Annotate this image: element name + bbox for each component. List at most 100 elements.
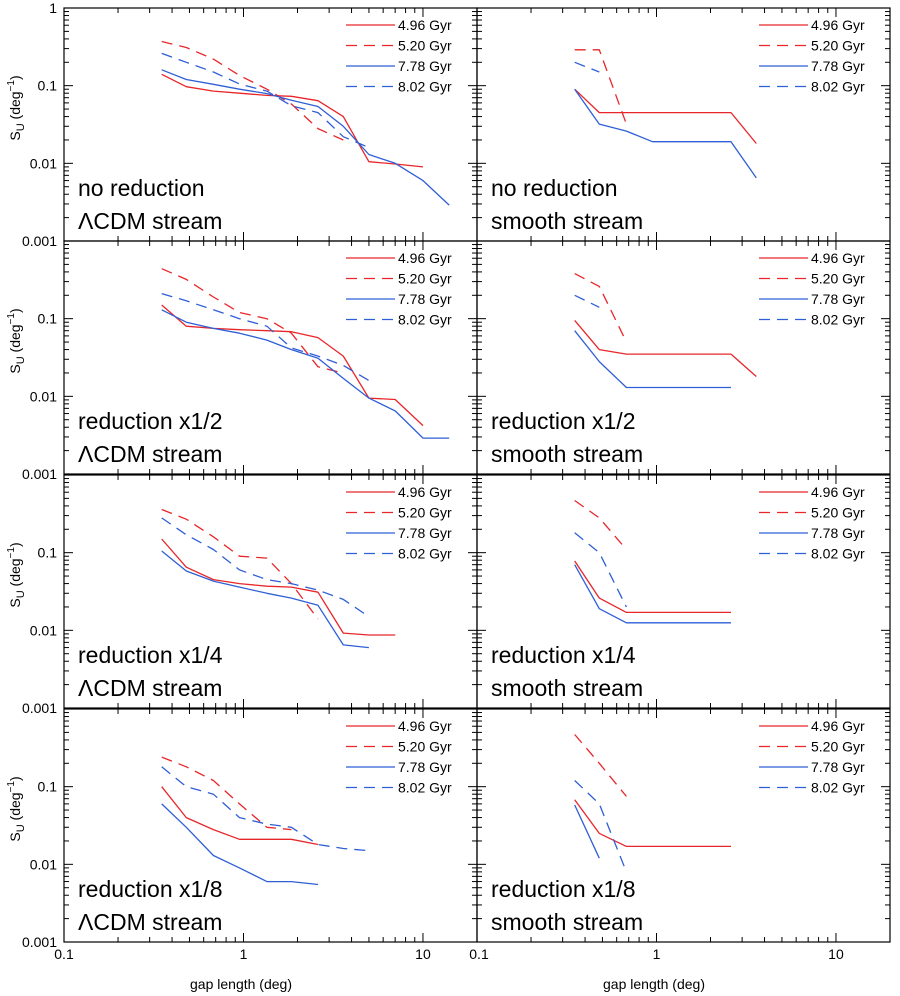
y-tick-label: 0.01 bbox=[30, 856, 57, 872]
y-tick-label: 0.1 bbox=[38, 779, 58, 795]
y-axis-label: SU (deg−1) bbox=[6, 75, 27, 140]
legend-label: 5.20 Gyr bbox=[811, 38, 865, 54]
series-line-7-78-Gyr bbox=[574, 564, 731, 624]
legend: 4.96 Gyr 5.20 Gyr 7.78 Gyr 8.02 Gyr bbox=[346, 17, 452, 95]
legend-label: 4.96 Gyr bbox=[398, 250, 452, 266]
y-tick-label: 0.001 bbox=[22, 700, 57, 716]
legend-label: 4.96 Gyr bbox=[811, 250, 865, 266]
panel-label-line2: smooth stream bbox=[491, 441, 643, 467]
y-label-close: ) bbox=[7, 776, 23, 781]
panel-4-1: 4.96 Gyr 5.20 Gyr 7.78 Gyr 8.02 Gyr reductio… bbox=[63, 708, 478, 943]
series-line-8-02-Gyr bbox=[574, 780, 628, 873]
legend: 4.96 Gyr 5.20 Gyr 7.78 Gyr 8.02 Gyr bbox=[346, 718, 452, 796]
panel-label-line1: reduction x1/4 bbox=[491, 642, 636, 668]
legend-label: 5.20 Gyr bbox=[398, 739, 452, 755]
panel-label-line2: ΛCDM stream bbox=[78, 675, 222, 701]
panel-1-2: 4.96 Gyr 5.20 Gyr 7.78 Gyr 8.02 Gyr no reduc… bbox=[476, 7, 891, 242]
legend-label: 7.78 Gyr bbox=[811, 525, 865, 541]
legend-label: 4.96 Gyr bbox=[398, 718, 452, 734]
panel-label-line2: ΛCDM stream bbox=[78, 909, 222, 935]
x-tick-label: 1 bbox=[240, 946, 248, 962]
legend: 4.96 Gyr 5.20 Gyr 7.78 Gyr 8.02 Gyr bbox=[346, 484, 452, 562]
legend-label: 8.02 Gyr bbox=[811, 780, 865, 796]
panel-2-1: 4.96 Gyr 5.20 Gyr 7.78 Gyr 8.02 Gyr reductio… bbox=[63, 240, 478, 475]
y-label-close: ) bbox=[7, 308, 23, 313]
panel-label-text: CDM stream bbox=[93, 909, 222, 935]
legend-label: 7.78 Gyr bbox=[398, 525, 452, 541]
panel-label-text: smooth stream bbox=[491, 441, 643, 467]
legend-label: 8.02 Gyr bbox=[398, 546, 452, 562]
panel-1-1: 4.96 Gyr 5.20 Gyr 7.78 Gyr 8.02 Gyr no reduc… bbox=[63, 7, 478, 242]
panel-label-line1: reduction x1/8 bbox=[78, 876, 222, 902]
x-tick-label: 1 bbox=[653, 946, 661, 962]
legend-label: 5.20 Gyr bbox=[398, 505, 452, 521]
y-tick-label: 0.01 bbox=[30, 622, 57, 638]
panel-label-line2: smooth stream bbox=[491, 208, 643, 234]
panel-3-2: 4.96 Gyr 5.20 Gyr 7.78 Gyr 8.02 Gyr reductio… bbox=[476, 474, 891, 709]
legend: 4.96 Gyr 5.20 Gyr 7.78 Gyr 8.02 Gyr bbox=[759, 17, 865, 95]
greek-lambda: Λ bbox=[78, 675, 94, 701]
greek-lambda: Λ bbox=[78, 909, 94, 935]
y-label-sup: −1 bbox=[6, 80, 17, 92]
series-line-5-20-Gyr bbox=[161, 40, 344, 141]
series-line-4-96-Gyr bbox=[574, 799, 731, 848]
legend-label: 7.78 Gyr bbox=[398, 291, 452, 307]
y-tick-label: 0.001 bbox=[22, 466, 57, 482]
panel-label-line1: no reduction bbox=[491, 175, 618, 201]
legend-label: 4.96 Gyr bbox=[811, 718, 865, 734]
y-label-units: (deg bbox=[7, 792, 23, 824]
legend: 4.96 Gyr 5.20 Gyr 7.78 Gyr 8.02 Gyr bbox=[759, 718, 865, 796]
y-label-sup: −1 bbox=[6, 313, 17, 325]
x-tick-label: 10 bbox=[415, 946, 431, 962]
y-label-units: (deg bbox=[7, 324, 23, 356]
panel-label-line2: ΛCDM stream bbox=[78, 208, 222, 234]
legend-label: 5.20 Gyr bbox=[398, 271, 452, 287]
y-axis-label: SU (deg−1) bbox=[6, 542, 27, 607]
panel-label-line1: reduction x1/2 bbox=[78, 408, 222, 434]
series-line-7-78-Gyr bbox=[574, 88, 757, 179]
legend-label: 7.78 Gyr bbox=[398, 58, 452, 74]
series-line-5-20-Gyr bbox=[161, 756, 292, 831]
series-line-8-02-Gyr bbox=[161, 517, 370, 618]
y-label-base: S bbox=[7, 131, 23, 140]
y-tick-label: 1 bbox=[49, 0, 57, 16]
legend-label: 7.78 Gyr bbox=[398, 759, 452, 775]
y-tick-label: 0.001 bbox=[22, 934, 57, 950]
series-line-5-20-Gyr bbox=[574, 49, 628, 125]
x-axis-label: gap length (deg) bbox=[603, 976, 705, 992]
panel-label-text: CDM stream bbox=[93, 675, 222, 701]
series-line-5-20-Gyr bbox=[574, 734, 627, 797]
series-line-8-02-Gyr bbox=[574, 294, 600, 308]
series-line-8-02-Gyr bbox=[161, 52, 370, 149]
y-label-sup: −1 bbox=[6, 781, 17, 793]
series-line-4-96-Gyr bbox=[161, 304, 424, 427]
greek-lambda: Λ bbox=[78, 441, 94, 467]
series-line-7-78-Gyr bbox=[161, 550, 369, 649]
panel-label-line2: smooth stream bbox=[491, 909, 643, 935]
y-label-sub: U bbox=[15, 590, 27, 598]
x-tick-label: 10 bbox=[828, 946, 844, 962]
series-line-7-78-Gyr bbox=[574, 804, 600, 859]
legend-label: 4.96 Gyr bbox=[811, 17, 865, 33]
series-line-7-78-Gyr bbox=[161, 803, 319, 886]
axis-ticks bbox=[476, 474, 891, 709]
y-tick-label: 0.1 bbox=[38, 78, 58, 94]
series-line-4-96-Gyr bbox=[161, 786, 319, 846]
legend-label: 4.96 Gyr bbox=[398, 484, 452, 500]
panel-2-2: 4.96 Gyr 5.20 Gyr 7.78 Gyr 8.02 Gyr reductio… bbox=[476, 240, 891, 475]
series-line-7-78-Gyr bbox=[161, 309, 450, 439]
panel-frame bbox=[476, 708, 891, 943]
panel-label-text: CDM stream bbox=[93, 441, 222, 467]
panel-label-text: smooth stream bbox=[491, 675, 643, 701]
series-line-4-96-Gyr bbox=[574, 319, 757, 377]
series-line-4-96-Gyr bbox=[574, 88, 757, 144]
legend-label: 8.02 Gyr bbox=[398, 312, 452, 328]
legend-label: 4.96 Gyr bbox=[811, 484, 865, 500]
x-tick-label: 0.1 bbox=[469, 946, 489, 962]
legend-label: 5.20 Gyr bbox=[398, 38, 452, 54]
legend-label: 5.20 Gyr bbox=[811, 739, 865, 755]
series-line-8-02-Gyr bbox=[574, 61, 600, 73]
legend: 4.96 Gyr 5.20 Gyr 7.78 Gyr 8.02 Gyr bbox=[346, 250, 452, 328]
legend-label: 8.02 Gyr bbox=[398, 79, 452, 95]
